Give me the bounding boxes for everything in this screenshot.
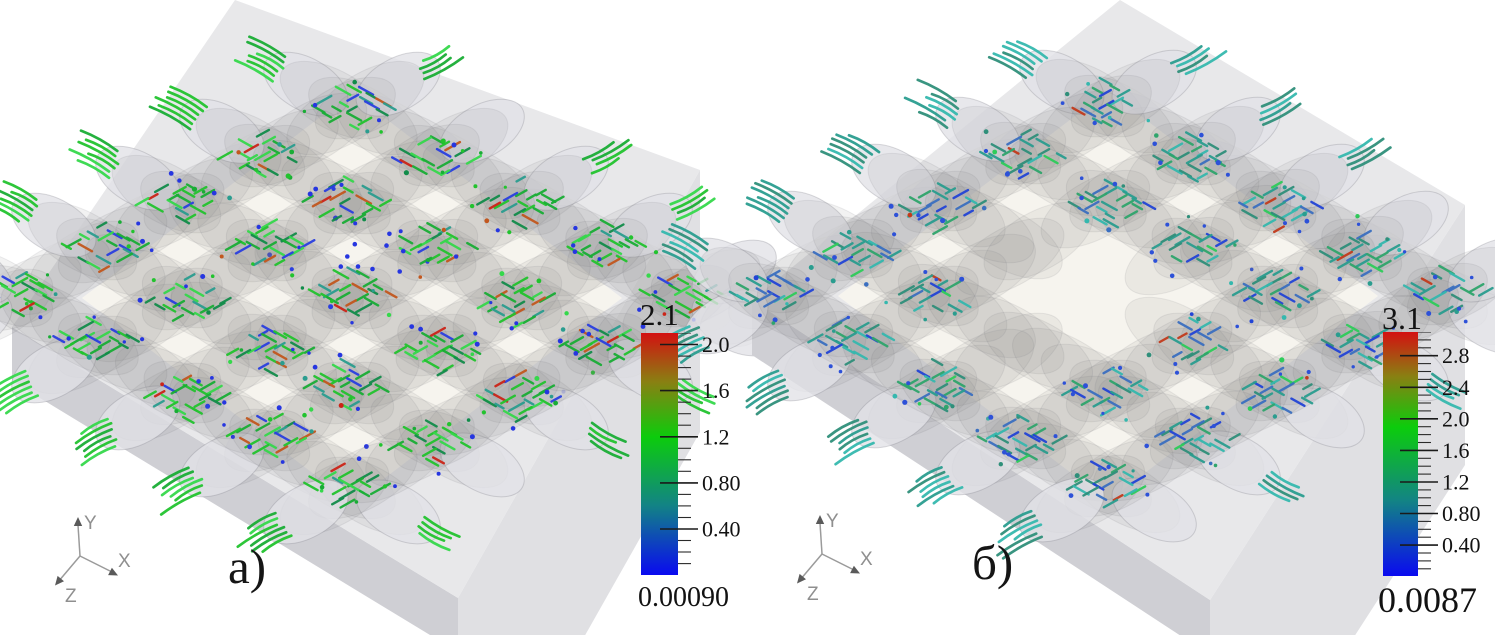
y-axis-line	[819, 522, 823, 555]
glyph-cluster	[391, 135, 483, 177]
glyph-cluster	[892, 358, 974, 413]
colorbar-min-label: 0.00090	[638, 582, 729, 613]
glyph-cluster	[1067, 176, 1157, 233]
glyph-cluster	[807, 315, 896, 374]
glyph-cluster	[728, 269, 815, 325]
center-blue-dots	[338, 231, 406, 274]
glyph-cluster	[302, 352, 390, 412]
y-axis-arrowhead	[73, 517, 83, 526]
colorbar-tick-label: 0.80	[1442, 501, 1481, 526]
glyph-cluster	[808, 229, 902, 287]
glyph-cluster	[888, 182, 987, 236]
colorbar-tick-label: 1.6	[702, 378, 730, 403]
glyph-cluster	[1060, 76, 1151, 128]
glyph-cluster	[1229, 266, 1321, 324]
axis-label-z: Z	[65, 586, 77, 607]
axis-triad-a: Y X Z	[55, 513, 131, 607]
glyph-cluster	[379, 418, 475, 476]
glyph-cluster	[300, 266, 398, 325]
glyph-cluster	[1402, 264, 1494, 324]
glyph-cluster	[134, 171, 233, 225]
panel-a-3d-view	[0, 0, 809, 635]
glyph-cluster	[303, 456, 397, 509]
z-axis-arrowhead	[797, 573, 806, 584]
glyph-cluster	[137, 273, 232, 322]
glyph-cluster	[1151, 215, 1239, 279]
colorbar-gradient	[641, 333, 678, 575]
colorbar-tick-label: 1.2	[1442, 470, 1470, 495]
colorbar-max-label: 3.1	[1382, 300, 1422, 336]
z-axis-line	[57, 555, 81, 583]
glyph-cluster	[301, 175, 392, 226]
glyph-cluster	[394, 324, 482, 377]
colorbar-tick-label: 0.80	[702, 470, 741, 495]
colorbar-scale: 2.0 1.6 1.2 0.80 0.40	[641, 333, 741, 575]
x-axis-line	[821, 553, 855, 571]
colorbar-scale: 2.8 2.4 2.0 1.6 1.2 0.80 0.40	[1383, 332, 1481, 576]
axis-label-z: Z	[807, 584, 819, 605]
colorbar-b: 3.1 2.8 2.4 2.0 1.6 1.2 0.80 0.40 0.0087	[1378, 302, 1495, 635]
colorbar-tick-label: 2.0	[1442, 406, 1470, 431]
colorbar-a: 2.1 2.0 1.6 1.2 0.80 0.40 0.00090	[638, 298, 760, 628]
colorbar-tick-label: 0.40	[1442, 533, 1481, 558]
colorbar-tick-label: 1.6	[1442, 438, 1470, 463]
colorbar-tick-label: 0.40	[702, 517, 741, 542]
x-axis-arrowhead	[108, 567, 118, 576]
glyph-cluster	[884, 270, 972, 322]
glyph-cluster	[219, 218, 316, 278]
glyph-cluster	[475, 369, 562, 431]
glyph-cluster	[1240, 357, 1321, 419]
glyph-cluster	[1146, 312, 1239, 375]
glyph-cluster	[1152, 131, 1230, 183]
glyph-cluster	[302, 79, 397, 134]
panel-b-3d-view	[652, 0, 1495, 635]
glyph-cluster	[979, 128, 1067, 180]
glyph-cluster	[222, 405, 317, 459]
axis-label-y: Y	[826, 511, 839, 532]
x-axis-line	[79, 555, 113, 573]
colorbar-tick-label: 2.4	[1442, 375, 1470, 400]
axis-triad-b: Y X Z	[797, 511, 873, 605]
edge-glyph-tufts	[652, 40, 1467, 560]
colorbar-tick-label: 2.8	[1442, 343, 1470, 368]
colorbar-max-label: 2.1	[640, 297, 679, 332]
colorbar-tick-label: 1.2	[702, 424, 730, 449]
glyph-cluster	[48, 315, 145, 361]
z-axis-line	[799, 553, 823, 581]
colorbar-gradient	[1383, 332, 1418, 576]
glyph-cluster	[557, 323, 649, 367]
y-axis-arrowhead	[815, 515, 825, 524]
glyph-clusters-group	[728, 76, 1494, 509]
glyph-cluster	[1065, 458, 1150, 509]
glyph-cluster	[975, 413, 1068, 467]
panel-caption-b: б)	[972, 535, 1014, 590]
glyph-cluster	[398, 221, 479, 279]
glyph-cluster	[226, 324, 318, 377]
colorbar-tick-label: 2.0	[702, 333, 730, 357]
glyph-clusters-group	[0, 79, 732, 509]
glyph-cluster	[566, 218, 659, 268]
x-axis-arrowhead	[850, 565, 860, 574]
glyph-cluster	[143, 374, 232, 424]
panel-caption-a: а)	[228, 539, 267, 594]
glyph-cluster	[1238, 180, 1325, 234]
z-axis-arrowhead	[55, 575, 64, 586]
glyph-cluster	[60, 220, 154, 273]
glyph-cluster	[1144, 405, 1241, 468]
glyph-cluster	[0, 271, 58, 320]
colorbar-min-label: 0.0087	[1378, 580, 1477, 620]
glyph-cluster	[1318, 222, 1407, 286]
y-axis-line	[77, 524, 81, 557]
glyph-cluster	[476, 271, 569, 331]
glyph-cluster	[216, 128, 298, 180]
glyph-cluster	[469, 175, 565, 235]
matrix-surface	[838, 91, 1378, 501]
axis-label-x: X	[118, 551, 131, 572]
glyph-cluster	[1061, 365, 1149, 422]
axis-label-x: X	[860, 549, 873, 570]
axis-label-y: Y	[84, 513, 97, 534]
